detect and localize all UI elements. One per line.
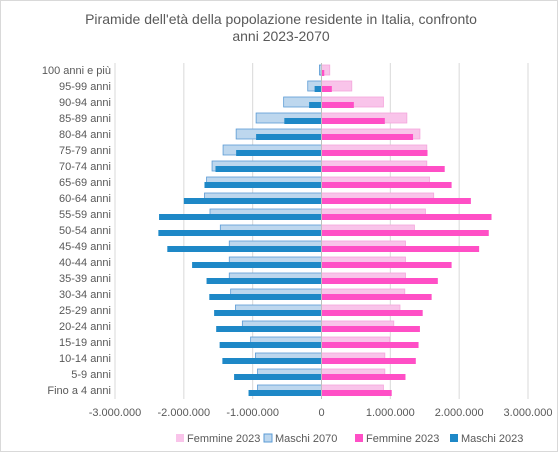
x-tick-label: -1.000.000 [226,407,279,419]
legend-label: Femmine 2023 [366,433,439,445]
bar [234,374,322,380]
x-tick-label: -3.000.000 [89,407,142,419]
bar [204,182,322,188]
y-tick-label: 25-29 anni [59,305,111,317]
bar [236,150,322,156]
legend-label: Maschi 2070 [275,433,337,445]
bar [314,86,322,92]
legend-marker [450,434,458,442]
y-tick-label: Fino a 4 anni [47,385,111,397]
bar [321,70,325,76]
bar [167,246,322,252]
y-tick-label: 5-9 anni [71,369,111,381]
bar [321,294,432,300]
bar [206,278,322,284]
bar [321,326,420,332]
y-tick-label: 70-74 anni [59,161,111,173]
y-tick-label: 75-79 anni [59,145,111,157]
y-tick-label: 100 anni e più [42,65,111,77]
bar [321,134,414,140]
legend-label: Femmine 2023 [187,433,260,445]
bar [321,278,438,284]
x-tick-label: 2.000.000 [435,407,484,419]
bar [321,214,492,220]
y-tick-label: 55-59 anni [59,209,111,221]
y-tick-label: 95-99 anni [59,81,111,93]
chart-title: Piramide dell'età della popolazione resi… [85,11,477,44]
bar [321,374,406,380]
bar [209,294,322,300]
y-tick-label: 20-24 anni [59,321,111,333]
y-tick-label: 35-39 anni [59,273,111,285]
bar [256,134,322,140]
bar [321,182,452,188]
y-tick-label: 90-94 anni [59,97,111,109]
y-tick-label: 80-84 anni [59,129,111,141]
y-tick-label: 60-64 anni [59,193,111,205]
bar [159,214,322,220]
bar [321,118,385,124]
bar [222,358,322,364]
x-tick-label: -2.000.000 [158,407,211,419]
x-tick-label: 0 [318,407,324,419]
bar [321,262,452,268]
bar [248,390,322,396]
bar [321,310,423,316]
bar [284,118,322,124]
legend-label: Maschi 2023 [461,433,523,445]
bar [321,150,428,156]
y-tick-label: 45-49 anni [59,241,111,253]
y-tick-label: 30-34 anni [59,289,111,301]
legend-marker [355,434,363,442]
bar [309,102,322,108]
bar [321,102,354,108]
bar [214,310,322,316]
bar [321,198,471,204]
bar [192,262,322,268]
bar [321,230,489,236]
x-tick-label: 3.000.000 [504,407,553,419]
bar [216,326,322,332]
x-tick-label: 1.000.000 [366,407,415,419]
bar [321,166,445,172]
y-tick-label: 65-69 anni [59,177,111,189]
y-tick-label: 40-44 anni [59,257,111,269]
bar [215,166,322,172]
legend-marker [263,433,273,443]
y-tick-label: 10-14 anni [59,353,111,365]
y-tick-label: 50-54 anni [59,225,111,237]
legend-marker [176,434,184,442]
bar [158,230,322,236]
bar [321,342,419,348]
bar [321,390,392,396]
bar [321,86,332,92]
y-tick-label: 15-19 anni [59,337,111,349]
bar [321,358,416,364]
bar [219,342,322,348]
bar [183,198,322,204]
y-tick-label: 85-89 anni [59,113,111,125]
bar [321,246,480,252]
